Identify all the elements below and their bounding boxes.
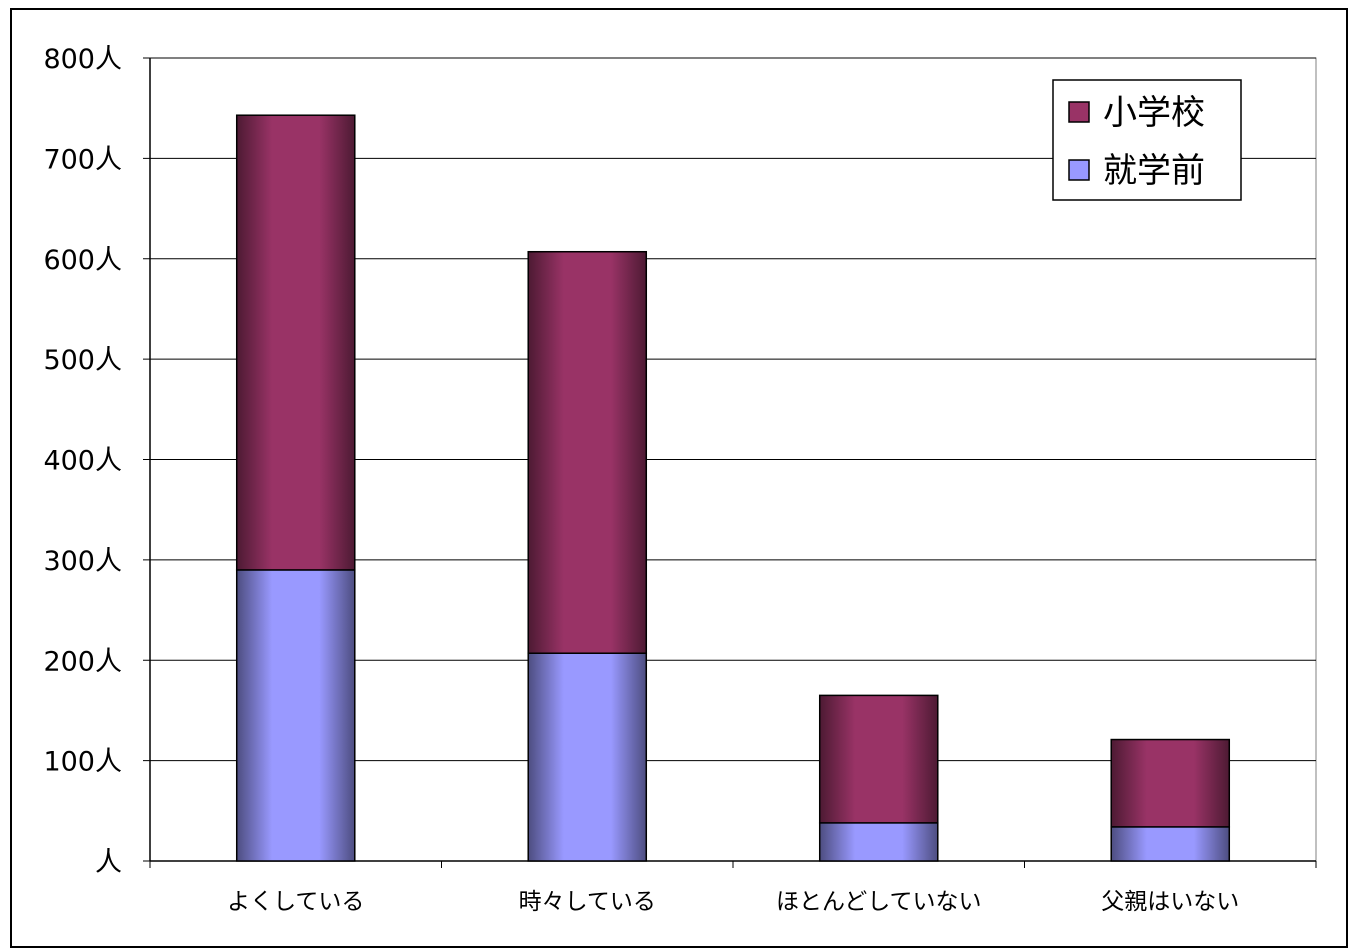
legend-swatch xyxy=(1068,101,1090,123)
legend-label: 小学校 xyxy=(1103,93,1205,133)
y-tick-label: 200人 xyxy=(43,646,122,677)
y-tick-label: 人 xyxy=(95,847,122,878)
y-tick-label: 700人 xyxy=(43,144,122,175)
y-tick-label: 400人 xyxy=(43,446,122,477)
legend-swatch xyxy=(1068,159,1090,181)
bar-segment xyxy=(1110,826,1231,862)
bar-segment xyxy=(818,822,939,862)
x-category-label: 父親はいない xyxy=(1101,889,1239,915)
y-tick-label: 300人 xyxy=(43,546,122,577)
bar-segment xyxy=(235,569,356,862)
legend-label: 就学前 xyxy=(1103,151,1205,191)
bars xyxy=(235,114,1231,862)
bar-segment xyxy=(818,694,939,824)
bar-segment xyxy=(1110,738,1231,828)
x-category-label: ほとんどしていない xyxy=(776,889,982,915)
y-tick-label: 100人 xyxy=(43,747,122,778)
y-tick-label: 500人 xyxy=(43,345,122,376)
y-tick-label: 800人 xyxy=(43,44,122,75)
x-category-label: 時々している xyxy=(519,889,656,915)
bar-segment xyxy=(527,250,648,654)
y-tick-label: 600人 xyxy=(43,245,122,276)
x-category-label: よくしている xyxy=(227,889,364,915)
bar-segment xyxy=(235,114,356,571)
bar-segment xyxy=(527,652,648,862)
